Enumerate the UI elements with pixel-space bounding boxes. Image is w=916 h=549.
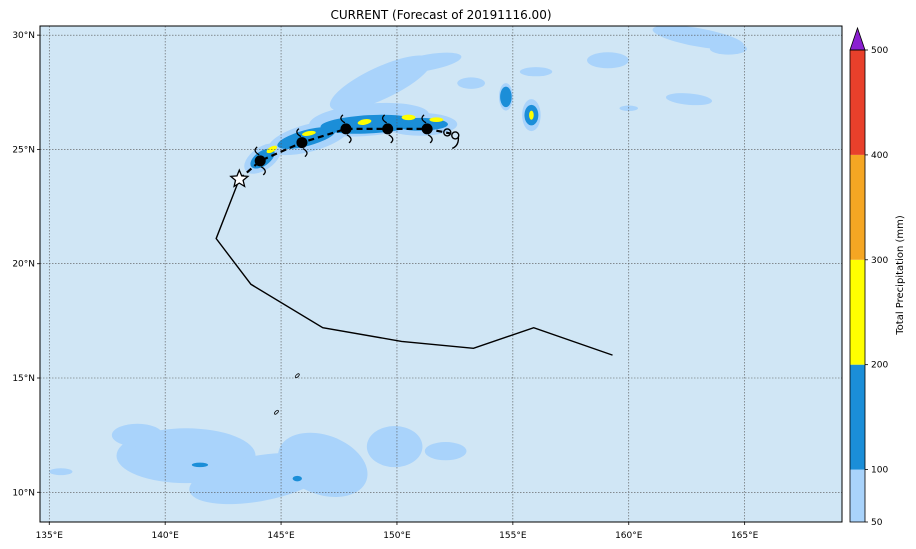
precip-area-50 <box>709 43 747 55</box>
storm-symbol-arm <box>427 134 433 144</box>
colorbar-tick-label: 400 <box>871 151 888 161</box>
depression-symbol-tail <box>451 136 460 150</box>
precip-area-100 <box>277 127 336 149</box>
lon-tick-label: 140°E <box>151 531 179 541</box>
colorbar-tick-label: 200 <box>871 361 888 371</box>
precip-area-50 <box>392 52 462 73</box>
map-title: CURRENT (Forecast of 20191116.00) <box>330 8 552 22</box>
precip-area-200 <box>302 130 316 136</box>
precip-area-200 <box>429 117 444 122</box>
storm-symbol-arm <box>381 114 388 124</box>
colorbar-tick-label: 100 <box>871 466 888 476</box>
storm-symbol-arm <box>296 128 302 138</box>
colorbar-extend-arrow <box>849 26 866 51</box>
storm-position-dot <box>421 123 433 135</box>
precip-area-50 <box>49 468 73 476</box>
islands-layer <box>274 373 300 415</box>
storm-position-dot <box>254 155 266 167</box>
precip-area-200 <box>529 110 534 120</box>
depression-symbol-ring <box>443 128 452 137</box>
precip-area-100 <box>500 86 512 108</box>
lon-tick-label: 145°E <box>267 531 295 541</box>
colorbar: 50 100 200 300 400 500 <box>849 26 888 528</box>
past-track-line <box>215 178 613 356</box>
storm-symbol-arm <box>346 134 352 144</box>
precip-area-200 <box>357 119 372 125</box>
storm-position-dot <box>296 137 308 149</box>
storm-symbol-arm <box>260 166 266 176</box>
lat-axis: 10°N 15°N 20°N 25°N 30°N <box>12 31 40 498</box>
lat-tick-label: 15°N <box>12 374 35 384</box>
lon-tick-label: 135°E <box>36 531 64 541</box>
precip-area-50 <box>665 93 713 106</box>
colorbar-tick-label: 50 <box>871 518 883 528</box>
island-outline <box>294 373 300 379</box>
current-position-star <box>229 168 250 188</box>
colorbar-tick-label: 500 <box>871 46 888 56</box>
precipitation-layer <box>49 26 747 505</box>
lat-tick-label: 30°N <box>12 31 35 41</box>
lon-tick-label: 160°E <box>615 531 643 541</box>
map-frame <box>39 25 843 523</box>
precip-area-100 <box>191 462 209 468</box>
colorbar-band <box>850 154 865 260</box>
storm-symbol-arm <box>388 134 394 144</box>
storm-symbol-arm <box>302 148 308 158</box>
storm-symbol-arm <box>340 114 346 124</box>
storm-symbol-arm <box>421 114 427 124</box>
storm-tracks <box>215 114 613 356</box>
lat-tick-label: 10°N <box>12 488 35 498</box>
precip-area-50 <box>587 52 629 69</box>
storm-symbol-arm <box>254 146 260 156</box>
precip-area-100 <box>292 475 302 482</box>
lat-tick-label: 20°N <box>12 260 35 270</box>
island-outline <box>274 409 279 415</box>
colorbar-band <box>850 259 865 365</box>
colorbar-frame <box>849 49 866 523</box>
storm-position-dot <box>382 123 394 135</box>
lon-tick-label: 150°E <box>383 531 411 541</box>
precip-area-50 <box>366 426 423 468</box>
lon-tick-label: 165°E <box>731 531 759 541</box>
colorbar-title: Total Precipitation (mm) <box>895 215 906 336</box>
precip-area-50 <box>278 432 368 497</box>
precip-area-50 <box>519 67 553 77</box>
precip-area-50 <box>457 77 486 89</box>
precip-area-50 <box>424 442 467 461</box>
colorbar-band <box>850 364 865 470</box>
colorbar-band <box>850 50 865 155</box>
depression-symbol-ring <box>451 131 460 140</box>
precip-area-200 <box>401 114 416 121</box>
storm-position-dot <box>340 123 352 135</box>
lon-tick-label: 155°E <box>499 531 527 541</box>
colorbar-tick-label: 300 <box>871 256 888 266</box>
colorbar-band <box>850 469 865 522</box>
lon-axis: 135°E 140°E 145°E 150°E 155°E 160°E 165°E <box>36 522 759 541</box>
lat-tick-label: 25°N <box>12 145 35 155</box>
precip-area-50 <box>652 26 744 50</box>
precip-area-50 <box>111 423 163 447</box>
